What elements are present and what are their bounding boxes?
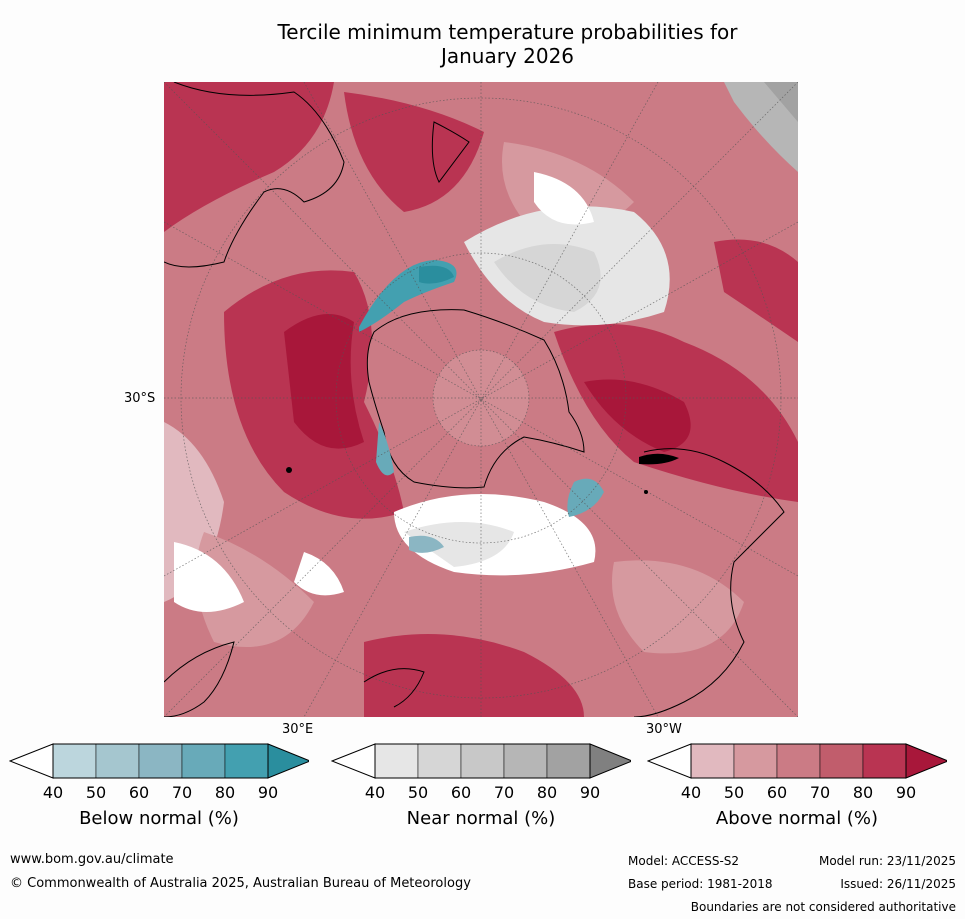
coastlines — [164, 82, 785, 717]
map-title-line2: January 2026 — [440, 44, 575, 68]
above-normal-patch — [364, 634, 584, 717]
colorbar-tick: 40 — [42, 783, 64, 802]
colorbar-swatch — [776, 743, 821, 779]
colorbar-tick: 50 — [407, 783, 429, 802]
colorbar-swatch — [224, 743, 269, 779]
map-title-line1: Tercile minimum temperature probabilitie… — [277, 20, 738, 44]
colorbar-swatch — [733, 743, 778, 779]
colorbar-tick: 80 — [852, 783, 874, 802]
below-normal-patch — [419, 265, 454, 284]
below-normal-patch — [376, 422, 394, 476]
colorbar-tick: 60 — [766, 783, 788, 802]
below-40-patch — [534, 172, 594, 225]
colorbar-outline — [52, 743, 269, 779]
above-normal-patch — [714, 239, 798, 342]
colorbar-extend-low — [9, 743, 54, 779]
colorbar-outline — [374, 743, 591, 779]
colorbar-label: Near normal (%) — [406, 808, 556, 829]
colorbar-tick: 90 — [257, 783, 279, 802]
colorbar-tick: 60 — [128, 783, 150, 802]
colorbar-extend-high — [905, 743, 947, 779]
colorbar-above-normal: 40 50 60 70 80 90 Above normal (%) — [647, 742, 947, 842]
latitude-label: 30°S — [124, 391, 156, 406]
near-normal-patch — [724, 82, 798, 172]
colorbar-below-normal: 40 50 60 70 80 90 Below normal (%) — [9, 742, 309, 842]
colorbar-below-swatches — [9, 743, 309, 779]
near-normal-patch — [494, 244, 601, 312]
below-40-patch — [294, 552, 344, 596]
near-normal-patch — [404, 522, 514, 567]
colorbar-above-swatches — [647, 743, 947, 779]
longitude-label-east: 30°E — [282, 722, 314, 737]
above-normal-patch — [584, 379, 691, 452]
below-40-patch — [174, 542, 244, 612]
colorbar-near-normal: 40 50 60 70 80 90 Near normal (%) — [331, 742, 631, 842]
boundaries-disclaimer: Boundaries are not considered authoritat… — [690, 900, 956, 914]
map-title: Tercile minimum temperature probabilitie… — [160, 20, 855, 68]
colorbar-swatch — [95, 743, 140, 779]
colorbar-extend-low — [331, 743, 376, 779]
copyright-text: © Commonwealth of Australia 2025, Austra… — [10, 876, 471, 891]
colorbar-near-swatches — [331, 743, 631, 779]
above-normal-patch — [164, 82, 334, 232]
colorbar-swatch — [374, 743, 419, 779]
colorbar-extend-high — [589, 743, 631, 779]
colorbar-swatch — [862, 743, 907, 779]
colorbar-tick: 80 — [536, 783, 558, 802]
above-normal-patch — [284, 314, 364, 449]
base-period: Base period: 1981-2018 — [628, 877, 773, 891]
colorbar-swatch — [546, 743, 591, 779]
colorbar-tick: 40 — [364, 783, 386, 802]
colorbar-tick: 80 — [214, 783, 236, 802]
colorbar-swatch — [503, 743, 548, 779]
colorbar-tick: 50 — [723, 783, 745, 802]
colorbar-swatch — [138, 743, 183, 779]
colorbar-tick: 40 — [680, 783, 702, 802]
near-normal-patch — [764, 82, 798, 122]
colorbar-tick: 60 — [450, 783, 472, 802]
colorbar-extend-high — [267, 743, 309, 779]
above-normal-patch — [196, 532, 314, 647]
colorbar-tick: 70 — [493, 783, 515, 802]
colorbar-outline — [690, 743, 907, 779]
colorbar-swatch — [460, 743, 505, 779]
colorbar-label: Above normal (%) — [715, 808, 879, 829]
above-normal-patch — [344, 92, 484, 212]
colorbar-tick: 90 — [895, 783, 917, 802]
colorbar-tick: 70 — [809, 783, 831, 802]
longitude-label-west: 30°W — [646, 722, 682, 737]
colorbar-swatch — [690, 743, 735, 779]
colorbar-swatch — [52, 743, 97, 779]
issued-date: Issued: 26/11/2025 — [840, 877, 956, 891]
colorbar-label: Below normal (%) — [79, 808, 239, 829]
colorbar-tick: 50 — [85, 783, 107, 802]
colorbar-swatch — [819, 743, 864, 779]
model-run-date: Model run: 23/11/2025 — [818, 854, 956, 868]
graticule — [164, 82, 798, 717]
colorbar-swatch — [181, 743, 226, 779]
below-normal-patch — [409, 535, 444, 553]
colorbar-swatch — [417, 743, 462, 779]
model-name: Model: ACCESS-S2 — [628, 854, 740, 868]
colorbar-tick: 90 — [579, 783, 601, 802]
probability-map — [164, 82, 798, 717]
website-link[interactable]: www.bom.gov.au/climate — [10, 852, 174, 867]
map-canvas — [164, 82, 798, 717]
islands — [286, 453, 679, 494]
colorbar-extend-low — [647, 743, 692, 779]
colorbar-tick: 70 — [171, 783, 193, 802]
